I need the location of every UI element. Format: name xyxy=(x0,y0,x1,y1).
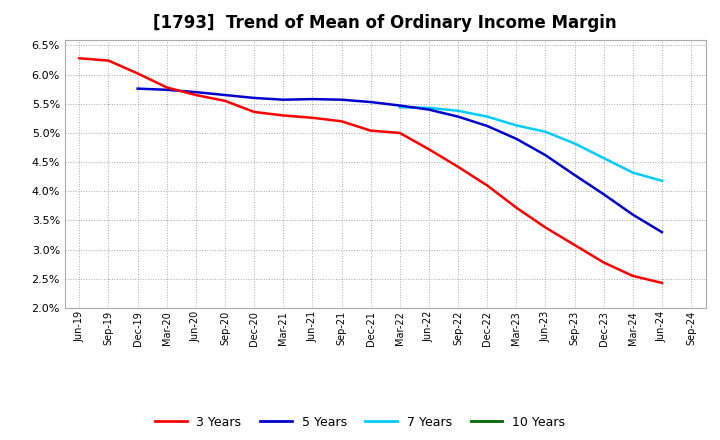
Title: [1793]  Trend of Mean of Ordinary Income Margin: [1793] Trend of Mean of Ordinary Income … xyxy=(153,15,617,33)
Legend: 3 Years, 5 Years, 7 Years, 10 Years: 3 Years, 5 Years, 7 Years, 10 Years xyxy=(150,411,570,434)
